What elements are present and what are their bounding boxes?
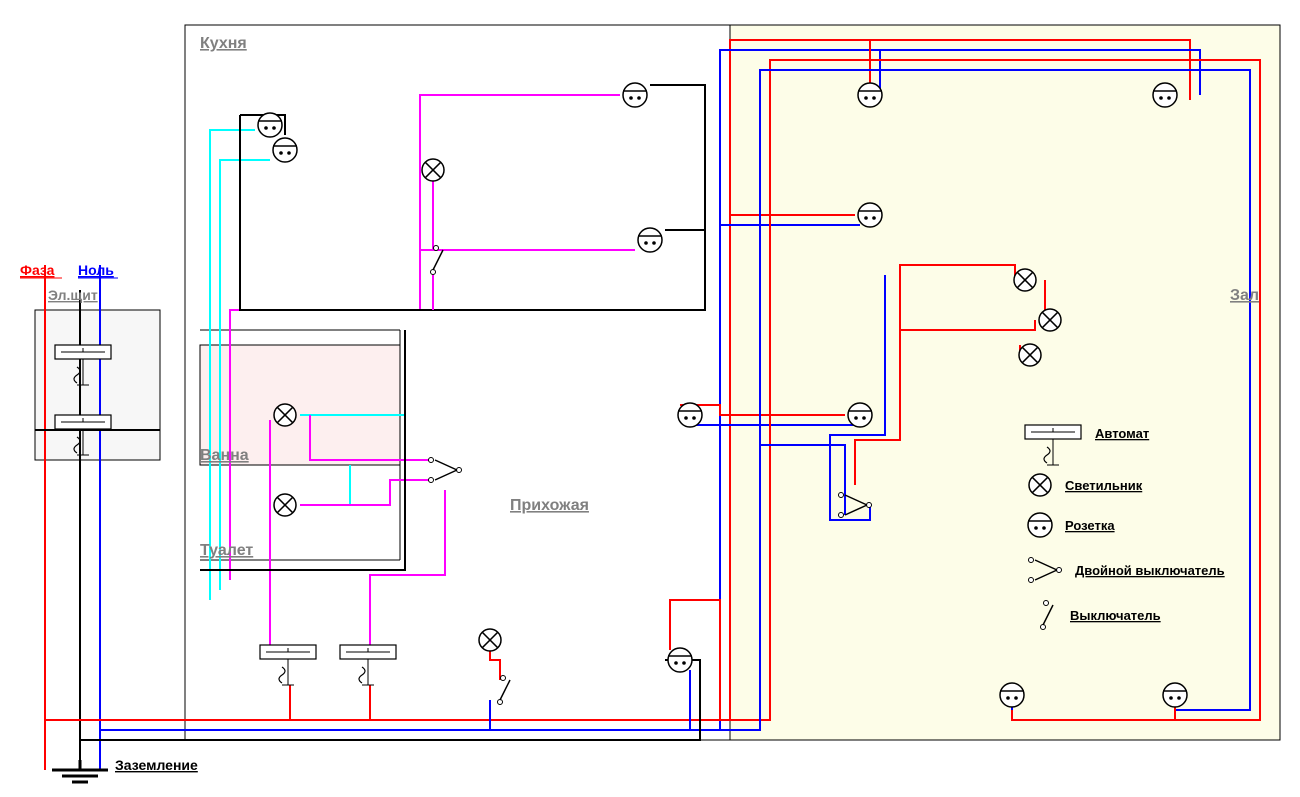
svg-text:Розетка: Розетка xyxy=(1065,518,1115,533)
phase-label: Фаза xyxy=(20,262,55,278)
toilet-lamp xyxy=(274,494,296,516)
hallway-outlet-1 xyxy=(678,403,702,427)
hall-outlet-5 xyxy=(1000,683,1024,707)
hall-outlet-6 xyxy=(1163,683,1187,707)
hall-outlet-2 xyxy=(1153,83,1177,107)
kitchen-outlet-1 xyxy=(258,113,282,137)
svg-text:Выключатель: Выключатель xyxy=(1070,608,1161,623)
legend-outlet xyxy=(1028,513,1052,537)
svg-text:Двойной выключатель: Двойной выключатель xyxy=(1075,563,1225,578)
svg-text:Автомат: Автомат xyxy=(1095,426,1149,441)
legend-lamp xyxy=(1029,474,1051,496)
hallway-lamp xyxy=(479,629,501,651)
svg-text:Кухня: Кухня xyxy=(200,35,247,52)
bath-lamp xyxy=(274,404,296,426)
hall-lamp-2 xyxy=(1039,309,1061,331)
hall-outlet-4 xyxy=(848,403,872,427)
wiring-diagram: Кухня Зал Ванна Туалет Прихожая Фаза Ноль Эл.щи… xyxy=(0,0,1300,797)
room-panel xyxy=(35,310,160,460)
kitchen-outlet-2 xyxy=(273,138,297,162)
kitchen-outlet-4 xyxy=(638,228,662,252)
svg-text:Зал: Зал xyxy=(1230,287,1259,304)
svg-text:Ванна: Ванна xyxy=(200,447,249,464)
kitchen-outlet-3 xyxy=(623,83,647,107)
ground-label: Заземление xyxy=(115,757,198,773)
svg-text:Прихожая: Прихожая xyxy=(510,497,589,514)
hall-outlet-1 xyxy=(858,83,882,107)
svg-text:Туалет: Туалет xyxy=(200,542,253,559)
hall-outlet-3 xyxy=(858,203,882,227)
hall-lamp-3 xyxy=(1019,344,1041,366)
panel-label: Эл.щит xyxy=(48,287,98,303)
neutral-label: Ноль xyxy=(78,262,114,278)
hall-lamp-1 xyxy=(1014,269,1036,291)
svg-text:Светильник: Светильник xyxy=(1065,478,1143,493)
kitchen-lamp xyxy=(422,159,444,181)
room-hall xyxy=(730,25,1280,740)
hallway-outlet-2 xyxy=(668,648,692,672)
